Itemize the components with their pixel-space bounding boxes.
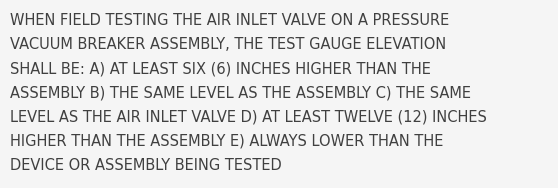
Text: VACUUM BREAKER ASSEMBLY, THE TEST GAUGE ELEVATION: VACUUM BREAKER ASSEMBLY, THE TEST GAUGE …: [10, 37, 446, 52]
Text: HIGHER THAN THE ASSEMBLY E) ALWAYS LOWER THAN THE: HIGHER THAN THE ASSEMBLY E) ALWAYS LOWER…: [10, 133, 444, 149]
Text: WHEN FIELD TESTING THE AIR INLET VALVE ON A PRESSURE: WHEN FIELD TESTING THE AIR INLET VALVE O…: [10, 13, 449, 28]
Text: SHALL BE: A) AT LEAST SIX (6) INCHES HIGHER THAN THE: SHALL BE: A) AT LEAST SIX (6) INCHES HIG…: [10, 61, 431, 76]
Text: LEVEL AS THE AIR INLET VALVE D) AT LEAST TWELVE (12) INCHES: LEVEL AS THE AIR INLET VALVE D) AT LEAST…: [10, 109, 487, 124]
Text: DEVICE OR ASSEMBLY BEING TESTED: DEVICE OR ASSEMBLY BEING TESTED: [10, 158, 282, 173]
Text: ASSEMBLY B) THE SAME LEVEL AS THE ASSEMBLY C) THE SAME: ASSEMBLY B) THE SAME LEVEL AS THE ASSEMB…: [10, 85, 471, 100]
